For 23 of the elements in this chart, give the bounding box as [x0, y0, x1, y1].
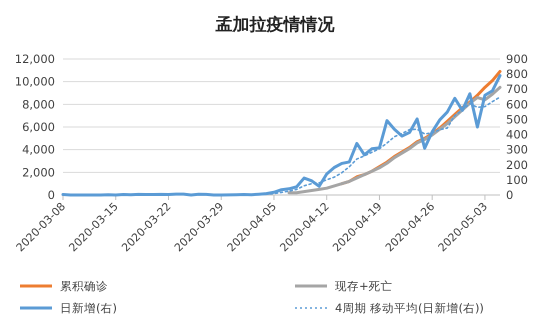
- y2-tick-label: 100: [506, 172, 528, 187]
- legend-label: 累积确诊: [60, 279, 108, 293]
- legend-label: 现存+死亡: [335, 279, 393, 293]
- y-tick-label: 6,000: [22, 120, 55, 134]
- y2-tick-label: 900: [506, 52, 528, 66]
- y2-tick-label: 700: [506, 82, 528, 96]
- y-tick-label: 12,000: [14, 52, 55, 66]
- line-series: [62, 74, 502, 196]
- y2-tick-label: 600: [506, 97, 528, 112]
- y-tick-label: 2,000: [22, 165, 55, 180]
- y2-tick-label: 400: [506, 128, 528, 142]
- y2-tick-label: 500: [506, 112, 528, 126]
- legend-label: 4周期 移动平均(日新增(右)): [335, 301, 484, 315]
- y2-tick-label: 300: [506, 142, 528, 157]
- y2-tick-label: 800: [506, 67, 528, 82]
- y2-tick-label: 200: [506, 158, 528, 172]
- y2-tick-label: 0: [506, 188, 514, 202]
- y-tick-label: 10,000: [14, 74, 55, 89]
- y-tick-label: 8,000: [22, 97, 55, 112]
- y-tick-label: 4,000: [22, 142, 55, 157]
- y-tick-label: 0: [48, 188, 55, 202]
- legend-label: 日新增(右): [60, 301, 117, 315]
- chart-title: 孟加拉疫情情况: [214, 15, 336, 35]
